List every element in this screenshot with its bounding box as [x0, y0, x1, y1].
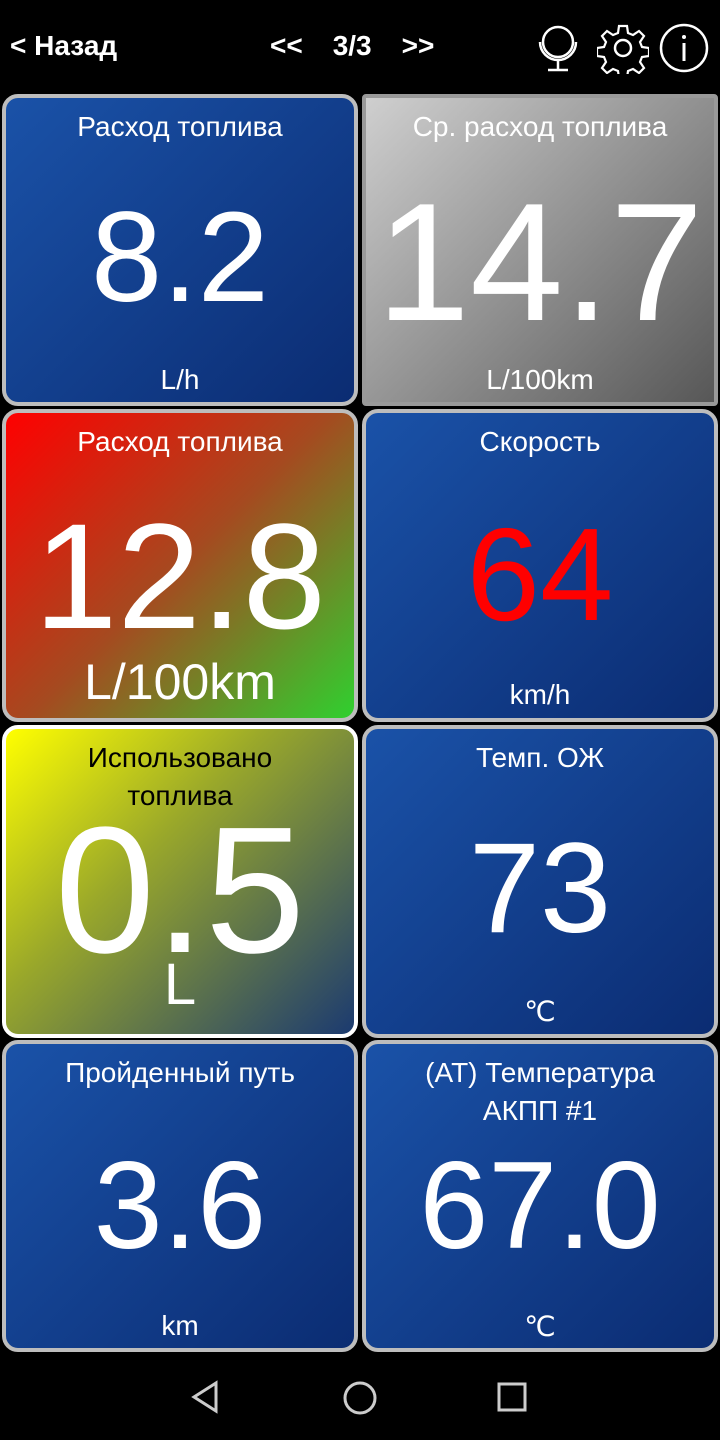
tile-value: 3.6 — [93, 1137, 267, 1275]
tile-unit: L/100km — [486, 364, 594, 395]
tile-fuel-used[interactable]: Использовано топлива 0.5 L — [2, 725, 358, 1038]
tile-fuel-rate[interactable]: Расход топлива 8.2 L/h — [2, 94, 358, 406]
tile-unit: L/100km — [84, 654, 276, 710]
tile-distance[interactable]: Пройденный путь 3.6 km — [2, 1040, 358, 1352]
mirror-icon[interactable] — [532, 22, 584, 74]
tile-value: 12.8 — [34, 492, 326, 660]
tile-value: 0.5 — [54, 790, 306, 991]
recents-square-icon[interactable] — [496, 1381, 528, 1413]
android-nav-bar — [0, 1355, 720, 1440]
tile-unit: L/h — [160, 364, 200, 395]
tile-speed[interactable]: Скорость 64 km/h — [362, 409, 718, 722]
tile-unit: L — [163, 952, 197, 1017]
tile-title: Пройденный путь — [65, 1057, 295, 1088]
tile-unit: ℃ — [524, 1311, 556, 1342]
next-page-button[interactable]: >> — [401, 30, 435, 61]
tile-unit: km — [161, 1310, 199, 1341]
tile-fuel-consumption[interactable]: Расход топлива 12.8 L/100km — [2, 409, 358, 722]
tile-title: Расход топлива — [77, 111, 283, 142]
tile-value: 64 — [466, 501, 614, 648]
tile-value: 67.0 — [419, 1137, 661, 1275]
tile-unit: ℃ — [524, 996, 556, 1027]
tile-avg-fuel[interactable]: Ср. расход топлива 14.7 L/100km — [362, 94, 718, 406]
tile-title: (AT) Температура АКПП #1 — [425, 1057, 655, 1126]
tile-value: 73 — [468, 817, 612, 960]
tile-title: Скорость — [479, 426, 601, 457]
info-icon[interactable] — [658, 22, 710, 74]
tile-title: Расход топлива — [77, 426, 283, 457]
tile-title: Использовано топлива — [87, 742, 273, 811]
tile-coolant-temp[interactable]: Темп. ОЖ 73 ℃ — [362, 725, 718, 1038]
back-triangle-icon[interactable] — [188, 1379, 224, 1415]
tile-transmission-temp[interactable]: (AT) Температура АКПП #1 67.0 ℃ — [362, 1040, 718, 1352]
tile-title: Темп. ОЖ — [475, 742, 605, 773]
tile-unit: km/h — [509, 679, 571, 710]
home-circle-icon[interactable] — [341, 1379, 379, 1417]
prev-page-button[interactable]: << — [270, 30, 303, 61]
tile-title: Ср. расход топлива — [412, 111, 668, 142]
page-indicator: 3/3 — [332, 30, 372, 61]
back-button[interactable]: < Назад — [10, 30, 118, 61]
gear-icon[interactable] — [597, 22, 649, 74]
tile-value: 14.7 — [376, 168, 704, 356]
top-bar: < Назад << 3/3 >> — [0, 0, 720, 92]
tile-value: 8.2 — [91, 186, 269, 329]
pager: << 3/3 >> — [270, 30, 434, 62]
